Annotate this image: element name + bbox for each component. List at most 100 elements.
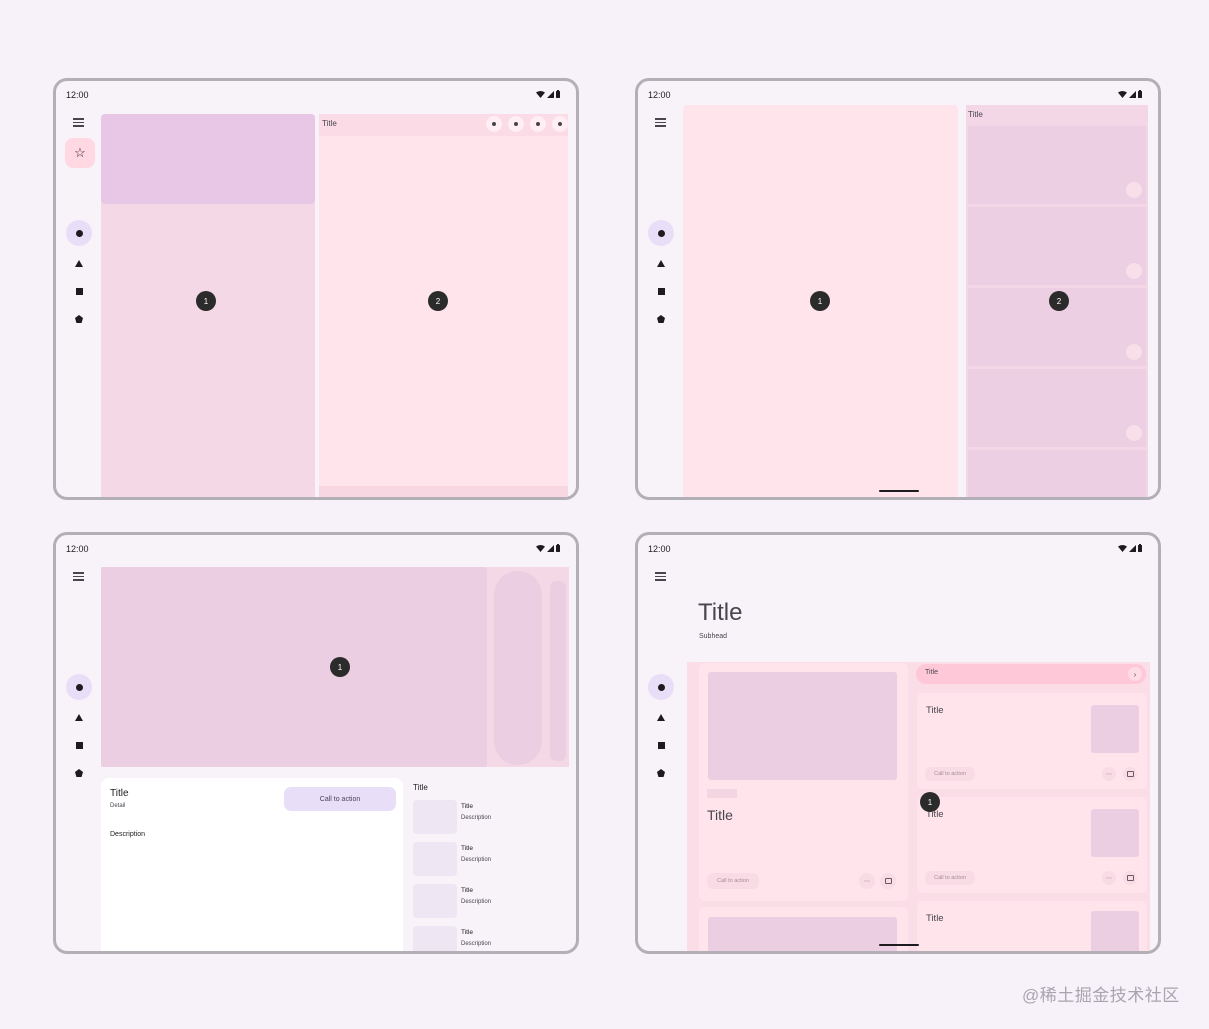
- feature-card[interactable]: Title Call to action ⋯: [699, 663, 908, 901]
- rail-item-pentagon[interactable]: [66, 308, 92, 330]
- rail-item-circle[interactable]: [66, 674, 92, 700]
- rail-item-square[interactable]: [648, 734, 674, 756]
- carousel-item-medium[interactable]: [494, 571, 542, 765]
- list-card[interactable]: [968, 207, 1146, 285]
- rail-item-circle[interactable]: [648, 674, 674, 700]
- signal-icon: [1129, 544, 1136, 552]
- menu-icon[interactable]: [655, 118, 666, 127]
- gallery-button[interactable]: [880, 873, 896, 889]
- status-icons: [1118, 90, 1142, 98]
- status-bar: 12:00: [56, 81, 576, 109]
- square-icon: [657, 287, 665, 295]
- rail-item-triangle[interactable]: [648, 252, 674, 274]
- navigation-rail: ☆: [56, 109, 100, 497]
- detail-subtitle: Detail: [110, 803, 126, 809]
- navigation-rail: [638, 109, 682, 497]
- list-card[interactable]: [968, 126, 1146, 204]
- rail-item-triangle[interactable]: [66, 706, 92, 728]
- gallery-icon: [884, 878, 892, 884]
- card-avatar: [1126, 425, 1142, 441]
- marker-1: 1: [196, 291, 216, 311]
- square-icon: [75, 287, 83, 295]
- carousel-item-large[interactable]: [101, 567, 487, 767]
- feature-image: [708, 672, 897, 780]
- rail-item-triangle[interactable]: [66, 252, 92, 274]
- item-title: Title: [461, 887, 474, 894]
- card-avatar: [1126, 344, 1142, 360]
- rail-item-pentagon[interactable]: [648, 308, 674, 330]
- pentagon-icon: [657, 769, 665, 777]
- clock: 12:00: [66, 544, 89, 554]
- item-description: Description: [461, 941, 492, 947]
- menu-icon[interactable]: [73, 572, 84, 581]
- marker-1: 1: [330, 657, 350, 677]
- circle-icon: [75, 683, 83, 691]
- card-cta-button[interactable]: Call to action: [925, 871, 975, 885]
- chevron-right-icon[interactable]: ›: [1128, 667, 1142, 681]
- action-button[interactable]: [530, 116, 546, 132]
- call-to-action-button[interactable]: Call to action: [284, 787, 396, 811]
- feature-card-2[interactable]: [699, 907, 908, 951]
- more-button[interactable]: ⋯: [1102, 767, 1116, 781]
- card-image: [1091, 809, 1139, 857]
- card-image: [1091, 911, 1139, 951]
- action-button[interactable]: [508, 116, 524, 132]
- watermark: @稀土掘金技术社区: [1022, 986, 1180, 1005]
- item-description: Description: [461, 815, 492, 821]
- list-item[interactable]: Title Description: [413, 926, 568, 951]
- list-item[interactable]: Title Description: [413, 884, 568, 918]
- rail-item-square[interactable]: [648, 280, 674, 302]
- feature-cta-button[interactable]: Call to action: [707, 873, 759, 889]
- clock: 12:00: [648, 90, 671, 100]
- star-icon: ☆: [74, 145, 86, 160]
- menu-icon[interactable]: [655, 572, 666, 581]
- action-button[interactable]: [486, 116, 502, 132]
- marker-2: 2: [428, 291, 448, 311]
- carousel-item-small[interactable]: [550, 581, 566, 761]
- gesture-handle: [879, 944, 919, 946]
- rail-item-triangle[interactable]: [648, 706, 674, 728]
- signal-icon: [1129, 90, 1136, 98]
- menu-icon[interactable]: [73, 118, 84, 127]
- clock: 12:00: [648, 544, 671, 554]
- pane-2-title: Title: [322, 119, 337, 128]
- rail-item-circle[interactable]: [66, 220, 92, 246]
- battery-icon: [556, 90, 560, 98]
- item-description: Description: [461, 857, 492, 863]
- clock: 12:00: [66, 90, 89, 100]
- rail-item-circle[interactable]: [648, 220, 674, 246]
- list-card[interactable]: [968, 369, 1146, 447]
- list-card[interactable]: Title Call to action ⋯: [917, 797, 1147, 893]
- item-thumbnail: [413, 800, 457, 834]
- fab-star-button[interactable]: ☆: [65, 138, 95, 168]
- list-header-chip[interactable]: Title ›: [916, 664, 1146, 684]
- gallery-button[interactable]: [1123, 871, 1137, 885]
- pentagon-icon: [75, 315, 83, 323]
- rail-item-square[interactable]: [66, 280, 92, 302]
- list-card[interactable]: Title Call to action ⋯: [917, 693, 1147, 789]
- item-title: Title: [461, 845, 474, 852]
- rail-item-pentagon[interactable]: [66, 762, 92, 784]
- pentagon-icon: [75, 769, 83, 777]
- more-button[interactable]: ⋯: [859, 873, 875, 889]
- card-cta-button[interactable]: Call to action: [925, 767, 975, 781]
- gallery-icon: [1126, 771, 1134, 777]
- list-item[interactable]: Title Description: [413, 842, 568, 876]
- rail-item-pentagon[interactable]: [648, 762, 674, 784]
- list-card[interactable]: Title: [917, 901, 1147, 951]
- status-bar: 12:00: [56, 535, 576, 563]
- more-button[interactable]: ⋯: [1102, 871, 1116, 885]
- list-item[interactable]: Title Description: [413, 800, 568, 834]
- card-avatar: [1126, 182, 1142, 198]
- cta-label: Call to action: [717, 878, 749, 884]
- circle-icon: [657, 229, 665, 237]
- gallery-button[interactable]: [1123, 767, 1137, 781]
- gesture-handle: [879, 490, 919, 492]
- action-button[interactable]: [552, 116, 568, 132]
- list-card[interactable]: [968, 450, 1146, 497]
- action-dots: [486, 116, 568, 132]
- list: Title Title Description Title Descriptio…: [407, 778, 572, 951]
- rail-item-square[interactable]: [66, 734, 92, 756]
- battery-icon: [556, 544, 560, 552]
- wifi-icon: [1118, 90, 1127, 98]
